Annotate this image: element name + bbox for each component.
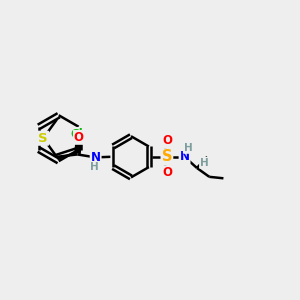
Text: O: O xyxy=(74,131,84,144)
Text: H: H xyxy=(200,158,209,168)
Text: H: H xyxy=(90,162,99,172)
Text: S: S xyxy=(38,132,48,145)
Text: S: S xyxy=(162,149,172,164)
Text: O: O xyxy=(163,134,172,147)
Text: N: N xyxy=(91,151,100,164)
Text: O: O xyxy=(163,166,172,179)
Text: N: N xyxy=(180,150,190,163)
Text: H: H xyxy=(184,143,193,153)
Text: Cl: Cl xyxy=(71,128,83,141)
